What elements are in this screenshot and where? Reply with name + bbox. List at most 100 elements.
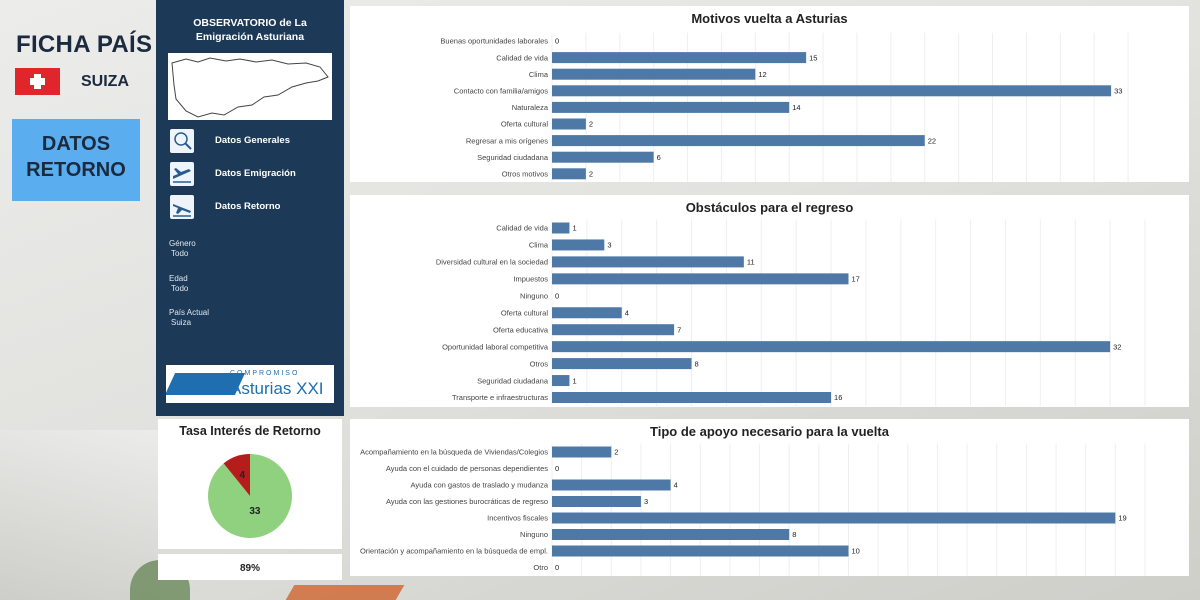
category-label: Impuestos [513,275,548,284]
observatorio-title-line1: OBSERVATORIO de La [193,17,307,29]
bar[interactable] [552,151,654,163]
bar[interactable] [552,85,1112,97]
magnifier-people-icon [170,129,194,153]
tasa-pie-chart: 33 4 [208,454,292,538]
tasa-percent-panel: 89% [158,554,342,580]
logo-main-text: Asturias XXI [230,379,324,398]
category-label: Regresar a mis orígenes [466,136,548,145]
motivos-title: Motivos vuelta a Asturias [691,11,848,26]
value-label: 15 [809,53,817,62]
category-label: Clima [529,70,549,79]
observatorio-title-line2: Emigración Asturiana [195,31,305,43]
value-label: 2 [614,448,618,457]
asturias-map[interactable] [168,53,332,120]
background-texture [0,430,160,600]
nav-datos-emigracion-label: Datos Emigración [215,168,296,179]
value-label: 10 [852,547,860,556]
bar[interactable] [552,341,1111,353]
compromiso-asturias-logo[interactable]: COMPROMISO Asturias XXI [166,365,334,403]
value-label: 4 [625,308,629,317]
bar[interactable] [552,135,925,147]
category-label: Calidad de vida [496,53,549,62]
category-label: Clima [529,241,549,250]
value-label: 0 [555,464,559,473]
filter-edad[interactable]: Edad Todo [169,274,188,294]
motivos-panel: Motivos vuelta a Asturias Buenas oportun… [350,6,1189,182]
category-label: Ayuda con las gestiones burocráticas de … [386,497,548,506]
nav-datos-emigracion[interactable]: Datos Emigración [170,162,330,186]
value-label: 8 [792,530,796,539]
bar[interactable] [552,307,622,319]
value-label: 1 [572,376,576,385]
value-label: 8 [695,359,699,368]
filter-pais-actual-label: País Actual [169,308,210,317]
section-badge[interactable]: DATOS RETORNO [12,119,140,201]
category-label: Ayuda con el cuidado de personas dependi… [386,464,548,473]
pie-slice[interactable] [223,454,250,496]
bar[interactable] [552,545,849,557]
observatorio-title: OBSERVATORIO de La Emigración Asturiana [156,16,344,44]
value-label: 6 [657,153,661,162]
category-label: Otro [533,563,548,572]
category-label: Naturaleza [512,103,549,112]
bar[interactable] [552,101,790,113]
value-label: 33 [1114,87,1122,96]
bar[interactable] [552,529,790,540]
category-label: Otros [530,359,549,368]
category-label: Buenas oportunidades laborales [440,37,548,46]
category-label: Transporte e infraestructuras [452,393,548,402]
bar[interactable] [552,52,807,64]
bar[interactable] [552,392,832,403]
bar[interactable] [552,256,744,268]
country-name: SUIZA [81,73,129,90]
bar[interactable] [552,239,605,251]
value-label: 2 [589,120,593,129]
value-label: 19 [1118,514,1126,523]
tasa-panel: Tasa Interés de Retorno 33 4 [158,419,342,549]
bar[interactable] [552,512,1116,524]
plane-landing-icon [170,195,194,219]
bar[interactable] [552,324,675,336]
value-label: 22 [928,136,936,145]
tasa-percent: 89% [239,563,260,574]
swiss-flag-icon [15,68,60,95]
ficha-pais-title: FICHA PAÍS [16,31,153,58]
bar[interactable] [552,446,612,458]
filter-pais-actual-value: Suiza [171,318,192,327]
section-badge-line2: RETORNO [26,159,126,181]
filter-pais-actual[interactable]: País Actual Suiza [169,308,209,328]
logo-top-text: COMPROMISO [230,370,300,377]
bar[interactable] [552,479,671,491]
value-label: 12 [758,70,766,79]
sidebar: OBSERVATORIO de La Emigración Asturiana … [156,0,344,416]
nav-datos-retorno[interactable]: Datos Retorno [170,195,330,219]
bar[interactable] [552,118,586,130]
bar[interactable] [552,273,849,285]
nav-datos-generales[interactable]: Datos Generales [170,129,330,153]
category-label: Oferta educativa [493,325,549,334]
apoyo-panel: Tipo de apoyo necesario para la vuelta A… [350,419,1189,576]
filter-genero[interactable]: Género Todo [169,239,196,259]
category-label: Seguridad ciudadana [477,376,549,385]
filter-edad-label: Edad [169,274,188,283]
apoyo-title: Tipo de apoyo necesario para la vuelta [650,424,889,439]
value-label: 17 [852,275,860,284]
category-label: Calidad de vida [496,224,549,233]
section-badge-line1: DATOS [41,133,111,155]
value-label: 14 [792,103,800,112]
value-label: 11 [747,258,755,267]
category-label: Ayuda con gastos de traslado y mudanza [411,481,549,490]
bar[interactable] [552,496,641,507]
bar[interactable] [552,375,570,387]
bar[interactable] [552,358,692,370]
value-label: 16 [834,393,842,402]
category-label: Diversidad cultural en la sociedad [436,258,548,267]
filter-edad-value: Todo [171,284,189,293]
bar[interactable] [552,68,756,80]
obstaculos-chart: Calidad de vida 1 Clima 3 Diversidad cultura… [436,219,1146,406]
value-label: 3 [644,497,648,506]
bar[interactable] [552,168,586,180]
value-label: 0 [555,292,559,301]
category-label: Ninguno [520,530,548,539]
bar[interactable] [552,222,570,234]
